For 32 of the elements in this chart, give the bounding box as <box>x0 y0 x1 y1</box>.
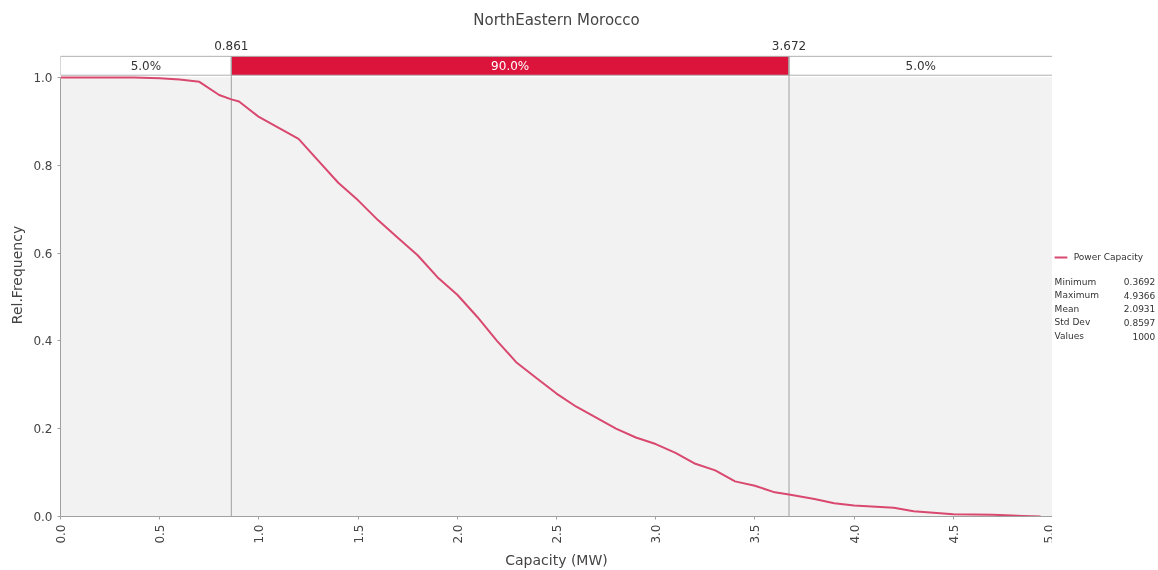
x-tick-label: 3.5 <box>748 524 763 544</box>
ref-line-label: 0.861 <box>214 39 249 54</box>
line-series <box>60 76 1042 517</box>
text: Values 1000 <box>1054 331 1156 342</box>
x-tick-label: 2.0 <box>450 524 465 544</box>
x-axis-title: Capacity (MW) <box>505 551 608 568</box>
text: Minimum 0.3692 <box>1054 276 1156 288</box>
ref-line-label: 3.672 <box>771 39 807 54</box>
x-tick-label: 4.5 <box>946 524 961 544</box>
legend-label: Power Capacity <box>1073 252 1144 263</box>
x-tick-label: 2.5 <box>550 524 564 544</box>
x-tick-label: 0.5 <box>153 524 168 544</box>
text: Maximum 4.9366 <box>1054 290 1156 301</box>
text: 5.0% <box>905 58 937 73</box>
x-tick-label: 4.0 <box>847 524 862 544</box>
x-tick-label: 5.0 <box>1041 524 1056 544</box>
text: Std Dev 0.8597 <box>1054 317 1156 328</box>
chart-title: NorthEastern Morocco <box>473 10 640 29</box>
y-tick-label: 0.4 <box>33 334 53 349</box>
text: 90.0% <box>491 58 530 73</box>
x-tick-label: 1.0 <box>252 524 267 544</box>
y-tick-label: 0.0 <box>33 510 53 524</box>
text: 5.0% <box>130 58 162 73</box>
y-axis-title: Rel.Frequency <box>9 225 26 325</box>
y-tick-label: 0.2 <box>33 422 53 437</box>
text: Mean 2.0931 <box>1054 303 1156 315</box>
x-tick-label: 1.5 <box>351 524 366 544</box>
y-tick-label: 0.6 <box>33 246 53 261</box>
y-tick-label: 1.0 <box>33 70 53 85</box>
x-tick-label: 3.0 <box>649 524 664 544</box>
x-tick-label: 0.0 <box>54 524 68 544</box>
y-tick-label: 0.8 <box>33 158 53 173</box>
